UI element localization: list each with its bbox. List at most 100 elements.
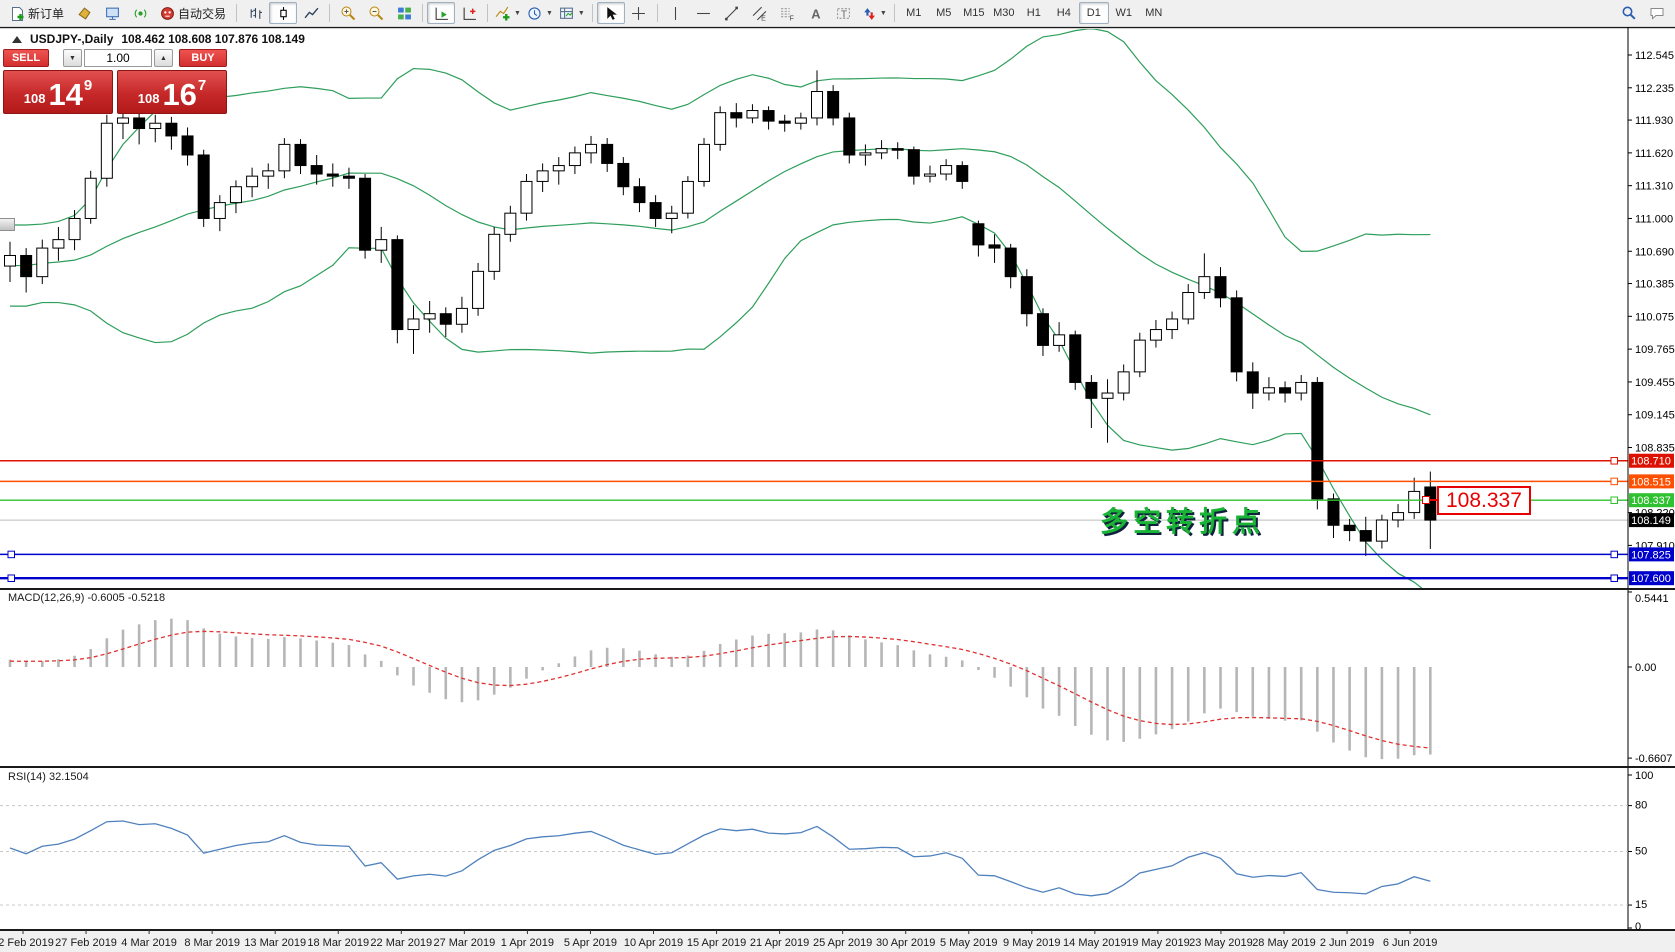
candle-body (100, 122, 113, 179)
chat-button[interactable] (1643, 2, 1671, 24)
candle-body (165, 122, 178, 137)
candle-body (213, 202, 226, 219)
rsi-time-divider[interactable] (0, 929, 1675, 931)
buy-button[interactable]: BUY (179, 49, 227, 67)
periods-button[interactable]: ▼ (524, 2, 556, 24)
candle-body (1359, 530, 1372, 542)
svg-text:108.835: 108.835 (1635, 443, 1675, 455)
horizontal-line-object[interactable] (0, 574, 1628, 582)
volume-decrease-button[interactable]: ▼ (63, 49, 82, 67)
timeframe-W1[interactable]: W1 (1115, 7, 1133, 19)
equidistant-channel-button[interactable]: E (746, 2, 774, 24)
sell-price-sup: 9 (83, 77, 93, 94)
sell-price-box[interactable]: 108 14 9 (3, 70, 113, 114)
text-label-button[interactable]: T (830, 2, 858, 24)
horizontal-line-button[interactable] (690, 2, 718, 24)
buy-price-box[interactable]: 108 16 7 (117, 70, 227, 114)
timeframe-M30[interactable]: M30 (993, 7, 1015, 19)
templates-button[interactable]: ▼ (556, 2, 588, 24)
candle-body (875, 148, 888, 154)
fibonacci-button[interactable]: F (774, 2, 802, 24)
svg-text:107.825: 107.825 (1631, 549, 1671, 561)
timeframe-M5[interactable]: M5 (936, 7, 952, 19)
macd-rsi-divider[interactable] (0, 766, 1675, 768)
timeframe-H4[interactable]: H4 (1056, 7, 1071, 19)
new-order-label: 新订单 (28, 6, 65, 21)
candle-body (1262, 387, 1275, 394)
tile-windows-button[interactable] (390, 2, 418, 24)
chart-macd-divider[interactable] (0, 588, 1675, 590)
horizontal-line-object[interactable] (0, 457, 1628, 465)
candle-body (68, 217, 81, 241)
candle-body (746, 110, 759, 119)
line-chart-button[interactable] (297, 2, 325, 24)
remote-terminal-button[interactable] (98, 2, 126, 24)
vertical-line-button[interactable] (662, 2, 690, 24)
timeframe-D1[interactable]: D1 (1078, 2, 1109, 24)
rsi-indicator-label: RSI(14) 32.1504 (8, 771, 89, 783)
candle-body (827, 91, 840, 119)
bollinger-bands (10, 29, 1431, 588)
volume-increase-button[interactable]: ▲ (154, 49, 173, 67)
svg-text:111.310: 111.310 (1635, 181, 1673, 193)
candle-body (1214, 276, 1227, 299)
candle-body (488, 233, 501, 272)
trendline-button[interactable] (718, 2, 746, 24)
new-order-button[interactable]: 新订单 (4, 2, 70, 24)
macd-signal-line (9, 630, 1431, 749)
candlestick-chart-button[interactable] (269, 2, 298, 24)
chart-shift-button[interactable] (455, 2, 483, 24)
timeframe-M1[interactable]: M1 (906, 7, 922, 19)
timeframe-M15[interactable]: M15 (963, 7, 985, 19)
zoom-in-button[interactable] (334, 2, 362, 24)
volume-input[interactable] (84, 49, 152, 67)
arrows-button[interactable]: ▼ (858, 2, 890, 24)
dropdown-arrow-icon: ▼ (514, 9, 521, 17)
toolbar-separator (893, 4, 895, 22)
candle-body (1279, 387, 1292, 394)
candle-body (1117, 371, 1130, 394)
candle-body (843, 117, 856, 156)
svg-text:10 Apr 2019: 10 Apr 2019 (624, 937, 683, 949)
zoom-out-button[interactable] (362, 2, 390, 24)
gold-diamond-icon (77, 6, 91, 20)
left-price-marker[interactable] (0, 218, 15, 231)
horizontal-line-object[interactable] (0, 550, 1628, 559)
cursor-button[interactable] (596, 2, 625, 24)
svg-text:0.00: 0.00 (1635, 662, 1656, 674)
bar-chart-button[interactable] (241, 2, 269, 24)
svg-text:108.710: 108.710 (1631, 456, 1671, 468)
main-toolbar: 新订单 自动交易 ▼ ▼ (0, 0, 1675, 27)
timeframe-MN[interactable]: MN (1145, 7, 1163, 19)
search-button[interactable] (1615, 2, 1643, 24)
crosshair-button[interactable] (625, 2, 653, 24)
horizontal-line-object[interactable] (0, 477, 1628, 486)
sell-button[interactable]: SELL (3, 49, 49, 67)
macd-indicator-label: MACD(12,26,9) -0.6005 -0.5218 (8, 592, 166, 604)
text-button[interactable]: A (802, 2, 830, 24)
dropdown-arrow-icon: ▼ (545, 9, 553, 17)
one-click-trading-panel: SELL ▼ ▲ BUY 108 14 9 108 16 7 (3, 49, 227, 114)
candle-body (439, 313, 452, 325)
auto-scroll-button[interactable] (427, 2, 456, 24)
toolbar-separator (591, 4, 593, 22)
candle-body (1408, 490, 1421, 514)
candle-body (1198, 276, 1211, 294)
candle-body (278, 143, 291, 172)
signals-button[interactable] (126, 2, 154, 24)
candle-body (229, 186, 242, 204)
horizontal-line-object[interactable] (0, 496, 1628, 505)
indicators-button[interactable]: ▼ (492, 2, 524, 24)
styles-button[interactable] (70, 2, 98, 24)
candle-body (246, 175, 259, 188)
timeframe-H1[interactable]: H1 (1026, 7, 1041, 19)
buy-price-sup: 7 (197, 77, 207, 94)
price-badge: 108.337 (1629, 493, 1674, 508)
svg-text:112.545: 112.545 (1635, 50, 1674, 62)
collapse-panel-icon[interactable] (12, 35, 22, 43)
auto-trading-button[interactable]: 自动交易 (154, 2, 232, 24)
candle-body (133, 117, 146, 130)
svg-text:111.000: 111.000 (1635, 213, 1673, 225)
